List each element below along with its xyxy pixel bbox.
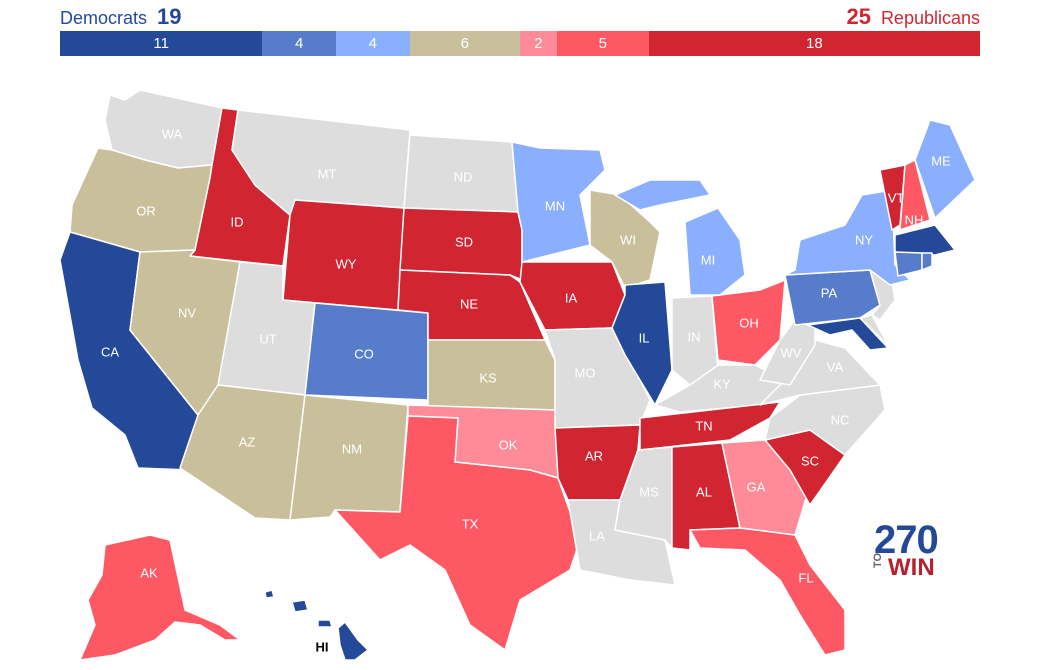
label-tn: TN (695, 418, 712, 433)
label-mt: MT (318, 166, 337, 181)
democrats-header: Democrats 19 (60, 4, 182, 32)
label-ga: GA (747, 479, 766, 494)
state-me[interactable] (914, 119, 976, 219)
label-wa: WA (162, 126, 183, 141)
state-fl[interactable] (689, 527, 846, 656)
state-labels: WA OR CA ID NV MT WY UT AZ CO NM ND SD N… (101, 126, 951, 654)
rating-segment-likely-dem: 4 (262, 31, 336, 56)
state-ny[interactable] (784, 189, 911, 286)
label-la: LA (589, 528, 605, 543)
rating-segment-safe-rep: 18 (648, 31, 980, 56)
label-ca: CA (101, 344, 119, 359)
label-pa: PA (821, 285, 838, 300)
label-nv: NV (178, 305, 196, 320)
logo-to: TO (872, 552, 884, 568)
rating-segment-tossup: 6 (409, 31, 520, 56)
label-vt: VT (888, 190, 905, 205)
logo-number: 270 (874, 518, 939, 562)
label-nm: NM (342, 441, 362, 456)
democrats-label: Democrats (60, 8, 148, 28)
label-ar: AR (585, 448, 603, 463)
rating-segment-likely-rep: 5 (556, 31, 649, 56)
label-mo: MO (575, 365, 596, 380)
label-sc: SC (801, 453, 819, 468)
state-ct[interactable] (894, 251, 923, 277)
democrats-total: 19 (157, 4, 182, 29)
state-ma[interactable] (894, 224, 956, 256)
label-ak: AK (140, 565, 158, 580)
label-az: AZ (239, 434, 256, 449)
label-nc: NC (831, 412, 850, 427)
label-ms: MS (639, 484, 659, 499)
label-in: IN (688, 329, 701, 344)
label-ky: KY (713, 376, 731, 391)
state-ri[interactable] (921, 252, 933, 271)
republicans-label: Republicans (880, 8, 980, 28)
label-va: VA (827, 359, 844, 374)
state-mi[interactable] (614, 179, 746, 296)
label-oh: OH (739, 315, 759, 330)
label-nd: ND (454, 169, 473, 184)
rating-segment-lean-dem: 4 (335, 31, 410, 56)
label-ks: KS (479, 370, 497, 385)
label-sd: SD (455, 234, 473, 249)
label-fl: FL (798, 570, 813, 585)
state-nh[interactable] (899, 159, 931, 231)
state-de[interactable] (859, 314, 889, 346)
label-ut: UT (259, 331, 276, 346)
logo-win: WIN (888, 554, 935, 581)
label-hi: HI (316, 639, 329, 654)
label-mi: MI (701, 252, 715, 267)
label-me: ME (931, 153, 951, 168)
label-wi: WI (620, 232, 636, 247)
label-ok: OK (499, 437, 518, 452)
state-ak[interactable] (79, 534, 241, 661)
rating-bar: 11 4 4 6 2 5 18 (60, 31, 980, 56)
270towin-logo: 270 TO WIN (872, 520, 952, 584)
state-tn[interactable] (639, 401, 781, 451)
label-il: IL (639, 330, 650, 345)
label-id: ID (231, 214, 244, 229)
label-ia: IA (565, 290, 578, 305)
state-il[interactable] (611, 281, 673, 406)
state-mn[interactable] (511, 141, 606, 263)
label-ne: NE (460, 296, 478, 311)
state-tx[interactable] (334, 415, 581, 651)
label-tx: TX (462, 516, 479, 531)
state-nm[interactable] (289, 394, 409, 521)
label-or: OR (136, 203, 156, 218)
republicans-header: 25 Republicans (846, 4, 980, 32)
state-wy[interactable] (282, 199, 405, 311)
republicans-total: 25 (846, 4, 871, 29)
state-hi[interactable] (264, 589, 369, 661)
label-al: AL (696, 484, 712, 499)
label-wv: WV (781, 345, 802, 360)
label-co: CO (354, 346, 374, 361)
label-nh: NH (905, 212, 924, 227)
rating-segment-safe-dem: 11 (60, 31, 263, 56)
rating-segment-lean-rep: 2 (519, 31, 557, 56)
label-ny: NY (855, 232, 873, 247)
label-wy: WY (336, 256, 357, 271)
label-mn: MN (545, 198, 565, 213)
